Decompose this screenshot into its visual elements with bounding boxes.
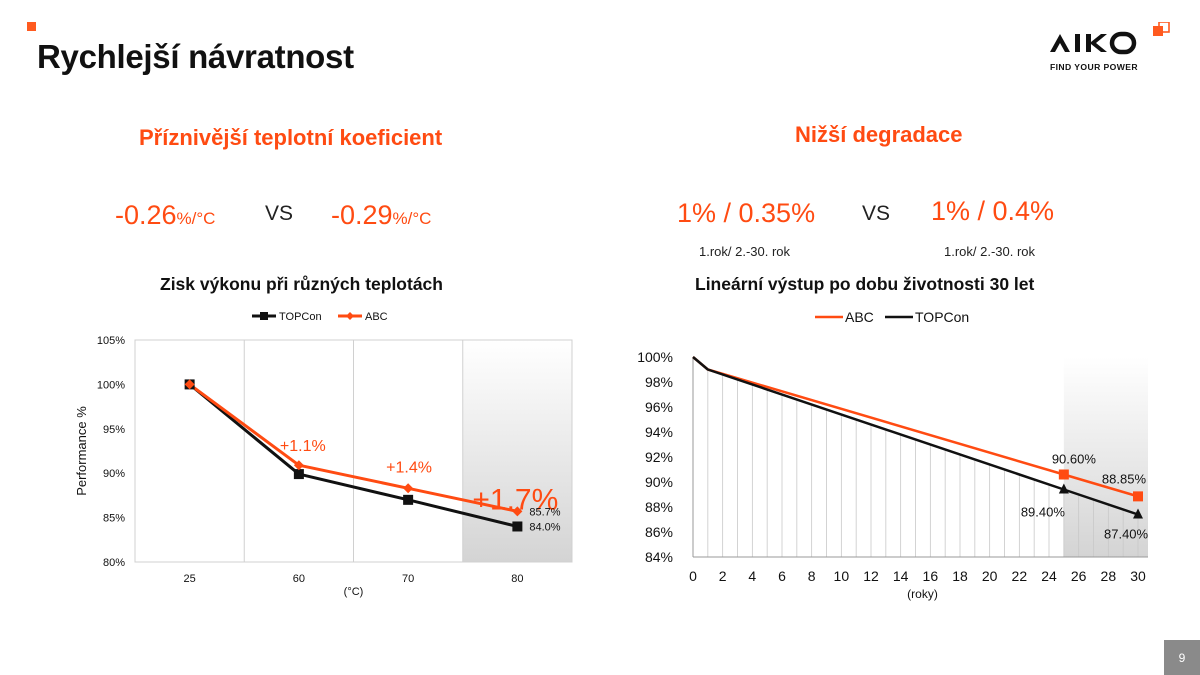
y-tick-label: 90% (645, 474, 673, 490)
aiko-tagline: FIND YOUR POWER (1050, 62, 1138, 72)
x-tick-label: 10 (834, 568, 850, 584)
right-heading: Nižší degradace (795, 122, 963, 147)
y-tick-label: 85% (103, 513, 125, 525)
left-vs: VS (265, 202, 294, 225)
data-label: 89.40% (1021, 505, 1066, 520)
point-marker-abc (403, 483, 414, 494)
series-line-topcon (692, 356, 1139, 516)
point-marker-abc (293, 460, 304, 471)
page-number: 9 (1164, 640, 1200, 675)
series-line-topcon (188, 383, 518, 528)
x-tick-label: 60 (293, 573, 305, 585)
highlight-band (1063, 357, 1148, 557)
x-tick-label: 25 (184, 573, 196, 585)
y-tick-label: 98% (645, 374, 673, 390)
left-heading: Příznivější teplotní koeficient (139, 125, 443, 150)
y-tick-label: 88% (645, 499, 673, 515)
y-tick-label: 90% (103, 468, 125, 480)
gain-annotation: +1.7% (472, 483, 558, 516)
right-value-b: 1% / 0.4% (931, 196, 1055, 226)
data-label: 87.40% (1104, 527, 1149, 542)
gain-annotation: +1.1% (280, 438, 326, 455)
x-tick-label: 20 (982, 568, 998, 584)
y-tick-label: 84% (645, 549, 673, 565)
point-marker-abc (1058, 469, 1069, 480)
gain-annotation: +1.4% (386, 459, 432, 476)
x-tick-label: 18 (952, 568, 968, 584)
point-marker-abc (184, 379, 195, 390)
legend-label-abc: ABC (365, 311, 388, 323)
point-marker-abc (512, 506, 523, 517)
left-value-a: -0.26%/°C (115, 200, 215, 231)
right-note-a: 1.rok/ 2.-30. rok (699, 244, 791, 259)
x-tick-label: 6 (778, 568, 786, 584)
data-label: 84.0% (529, 521, 560, 533)
legend-marker-abc (346, 312, 354, 320)
left-value-a-number: -0.26 (115, 200, 177, 230)
y-tick-label: 86% (645, 524, 673, 540)
x-tick-label: 26 (1071, 568, 1087, 584)
right-value-a: 1% / 0.35% (677, 198, 816, 228)
point-marker-topcon (293, 469, 304, 480)
point-marker-topcon (403, 494, 414, 505)
x-axis-label: (roky) (907, 587, 938, 601)
legend-label-abc: ABC (845, 309, 874, 325)
data-label: 88.85% (1102, 471, 1147, 486)
y-tick-label: 100% (97, 379, 125, 391)
left-value-b: -0.29%/°C (331, 200, 431, 231)
x-tick-label: 4 (748, 568, 756, 584)
accent-square (27, 22, 36, 31)
x-tick-label: 30 (1130, 568, 1146, 584)
point-marker-topcon (1058, 483, 1069, 494)
legend-label-topcon: TOPCon (915, 309, 969, 325)
legend-marker-topcon (260, 312, 268, 320)
y-tick-label: 96% (645, 399, 673, 415)
series-line-abc (188, 383, 518, 513)
point-marker-topcon (1133, 508, 1143, 519)
x-tick-label: 0 (689, 568, 697, 584)
x-axis-label: (°C) (344, 586, 364, 598)
slide-title: Rychlejší návratnost (37, 38, 354, 75)
y-tick-label: 94% (645, 424, 673, 440)
right-vs: VS (862, 202, 891, 225)
x-tick-label: 14 (893, 568, 909, 584)
data-label: 85.7% (529, 506, 560, 518)
x-tick-label: 22 (1012, 568, 1028, 584)
x-tick-label: 80 (511, 573, 523, 585)
data-label: 90.60% (1052, 452, 1097, 467)
x-tick-label: 2 (719, 568, 727, 584)
y-tick-label: 105% (97, 335, 125, 347)
y-tick-label: 100% (637, 349, 673, 365)
legend-label-topcon: TOPCon (279, 311, 322, 323)
point-marker-abc (1133, 491, 1143, 502)
x-tick-label: 8 (808, 568, 816, 584)
right-chart-title: Lineární výstup po dobu životnosti 30 le… (695, 274, 1035, 294)
left-value-b-unit: %/°C (392, 209, 432, 228)
point-marker-topcon (512, 521, 523, 532)
x-tick-label: 28 (1101, 568, 1117, 584)
y-tick-label: 95% (103, 424, 125, 436)
x-tick-label: 70 (402, 573, 414, 585)
x-tick-label: 24 (1041, 568, 1057, 584)
right-note-b: 1.rok/ 2.-30. rok (944, 244, 1036, 259)
y-tick-label: 92% (645, 449, 673, 465)
y-tick-label: 80% (103, 557, 125, 569)
y-axis-label: Performance % (74, 406, 89, 496)
aiko-logo: FIND YOUR POWER (1050, 22, 1170, 72)
x-tick-label: 16 (923, 568, 939, 584)
left-chart-title: Zisk výkonu při různých teplotách (160, 274, 443, 294)
left-value-b-number: -0.29 (331, 200, 393, 230)
left-value-a-unit: %/°C (176, 209, 216, 228)
x-tick-label: 12 (863, 568, 879, 584)
aiko-logo-mark (1050, 22, 1170, 55)
